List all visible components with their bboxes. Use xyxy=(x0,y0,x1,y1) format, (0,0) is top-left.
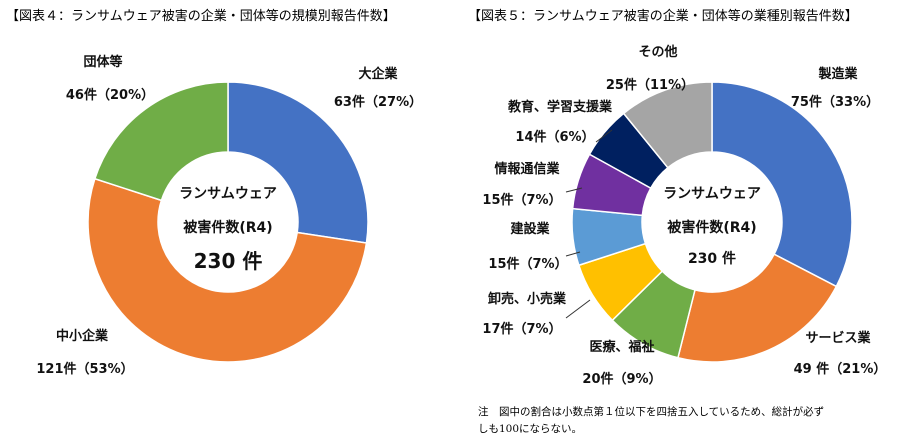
slice-value-label: 121件（53%） xyxy=(36,361,133,377)
chart1-center-line1: ランサムウェア xyxy=(179,186,277,202)
slice-category-label: 医療、福祉 xyxy=(589,339,654,355)
donut-slice xyxy=(622,81,713,169)
slice-value-label: 15件（7%） xyxy=(482,192,561,208)
leader-line xyxy=(565,299,591,319)
slice-category-label: その他 xyxy=(638,44,677,60)
slice-value-label: 17件（7%） xyxy=(482,321,561,337)
slice-value-label: 15件（7%） xyxy=(488,256,567,272)
donut-slice xyxy=(227,81,369,244)
slice-value-label: 46件（20%） xyxy=(66,87,154,103)
slice-value-label: 49 件（21%） xyxy=(794,361,887,377)
chart1-title: 【図表４：ランサムウェア被害の企業・団体等の規模別報告件数】 xyxy=(6,8,396,24)
chart2-center-total: 230 件 xyxy=(688,250,736,267)
slice-category-label: 建設業 xyxy=(510,221,550,237)
slice-category-label: 製造業 xyxy=(817,66,858,82)
donut-slice xyxy=(677,253,838,363)
chart1-center-total: 230 件 xyxy=(194,249,263,273)
slice-category-label: 大企業 xyxy=(358,66,398,82)
note-line1: 注 図中の割合は小数点第１位以下を四捨五入しているため、総計が必ず xyxy=(478,405,824,418)
slice-category-label: 情報通信業 xyxy=(494,161,560,177)
donut-slice xyxy=(87,177,368,363)
leader-line xyxy=(595,129,613,143)
chart2-center-line1: ランサムウェア xyxy=(663,186,761,202)
donut-slice xyxy=(93,81,229,202)
slice-value-label: 63件（27%） xyxy=(334,94,422,110)
leader-line xyxy=(565,251,581,257)
slice-category-label: サービス業 xyxy=(805,330,871,346)
chart1-center-line2: 被害件数(R4) xyxy=(183,219,272,236)
chart2-title: 【図表５：ランサムウェア被害の企業・団体等の業種別報告件数】 xyxy=(468,8,858,24)
chart2-center-line2: 被害件数(R4) xyxy=(667,219,756,236)
chart2-donut: 製造業 75件（33%） サービス業 49 件（21%） 医療、福祉 20件（9%） 卸売、… xyxy=(482,44,886,387)
donut-slice xyxy=(711,81,853,288)
slice-value-label: 25件（11%） xyxy=(606,77,694,93)
slice-value-label: 14件（6%） xyxy=(515,129,594,145)
slice-category-label: 教育、学習支援業 xyxy=(507,99,613,115)
slice-category-label: 卸売、小売業 xyxy=(488,291,567,307)
slice-value-label: 20件（9%） xyxy=(582,371,661,387)
leader-line xyxy=(565,187,583,193)
slice-category-label: 中小企業 xyxy=(56,328,109,344)
slice-value-label: 75件（33%） xyxy=(791,94,879,110)
slice-category-label: 団体等 xyxy=(83,54,122,70)
note-line2: しも100にならない。 xyxy=(478,423,582,435)
chart1-donut: 大企業 63件（27%） 中小企業 121件（53%） 団体等 46件（20%） xyxy=(36,54,422,377)
